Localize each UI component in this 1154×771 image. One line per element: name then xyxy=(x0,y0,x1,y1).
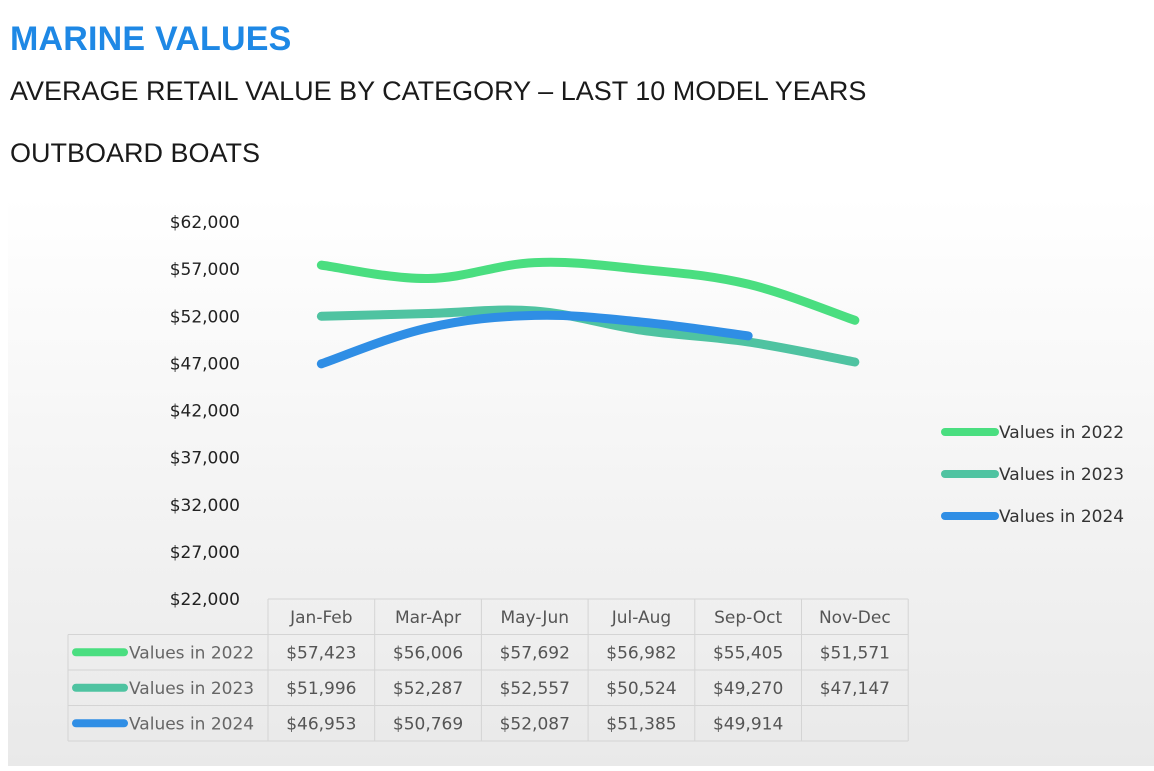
table-row-label: Values in 2022 xyxy=(129,643,254,663)
category-title: OUTBOARD BOATS xyxy=(10,138,261,168)
data-label: $51,385 xyxy=(606,714,676,734)
data-label: $49,914 xyxy=(713,714,783,734)
line-chart: $22,000 $27,000 $32,000 $37,000 $42,000 $47,0… xyxy=(67,213,1124,742)
x-tick-label: Jul-Aug xyxy=(611,608,671,628)
legend-entry: Values in 2024 xyxy=(999,507,1124,527)
x-tick-label: Mar-Apr xyxy=(395,608,461,628)
brand-title: MARINE VALUES xyxy=(10,20,292,58)
page-subtitle: AVERAGE RETAIL VALUE BY CATEGORY – LAST … xyxy=(10,76,867,106)
x-tick-label: Jan-Feb xyxy=(289,608,352,628)
data-label: $52,557 xyxy=(500,679,570,699)
chart-panel: $22,000 $27,000 $32,000 $37,000 $42,000 $47,0… xyxy=(8,196,1154,766)
table-row-label: Values in 2023 xyxy=(129,679,254,699)
data-label: $49,270 xyxy=(713,679,783,699)
y-tick-label: $32,000 xyxy=(170,496,240,516)
data-label: $52,287 xyxy=(393,679,463,699)
x-tick-label: Sep-Oct xyxy=(714,608,782,628)
legend-entry: Values in 2022 xyxy=(999,423,1124,443)
y-tick-label: $57,000 xyxy=(170,260,240,280)
y-tick-label: $47,000 xyxy=(170,354,240,374)
table-row-label: Values in 2024 xyxy=(129,714,254,734)
data-label: $52,087 xyxy=(500,714,570,734)
x-tick-label: Nov-Dec xyxy=(819,608,891,628)
data-label: $57,692 xyxy=(500,643,570,663)
series-line-1 xyxy=(316,257,860,325)
data-label: $50,524 xyxy=(606,679,676,699)
y-tick-label: $52,000 xyxy=(170,307,240,327)
y-tick-label: $42,000 xyxy=(170,402,240,422)
data-label: $56,982 xyxy=(606,643,676,663)
y-tick-label: $37,000 xyxy=(170,449,240,469)
data-label: $50,769 xyxy=(393,714,463,734)
data-label: $51,996 xyxy=(286,679,356,699)
data-label: $51,571 xyxy=(820,643,890,663)
x-tick-label: May-Jun xyxy=(501,608,570,628)
y-tick-label: $22,000 xyxy=(170,590,240,610)
data-label: $57,423 xyxy=(286,643,356,663)
data-label: $46,953 xyxy=(286,714,356,734)
legend-entry: Values in 2023 xyxy=(999,465,1124,485)
data-label: $56,006 xyxy=(393,643,463,663)
series-line-3 xyxy=(316,310,753,369)
y-tick-label: $27,000 xyxy=(170,543,240,563)
y-tick-label: $62,000 xyxy=(170,213,240,233)
data-label: $47,147 xyxy=(820,679,890,699)
data-label: $55,405 xyxy=(713,643,783,663)
